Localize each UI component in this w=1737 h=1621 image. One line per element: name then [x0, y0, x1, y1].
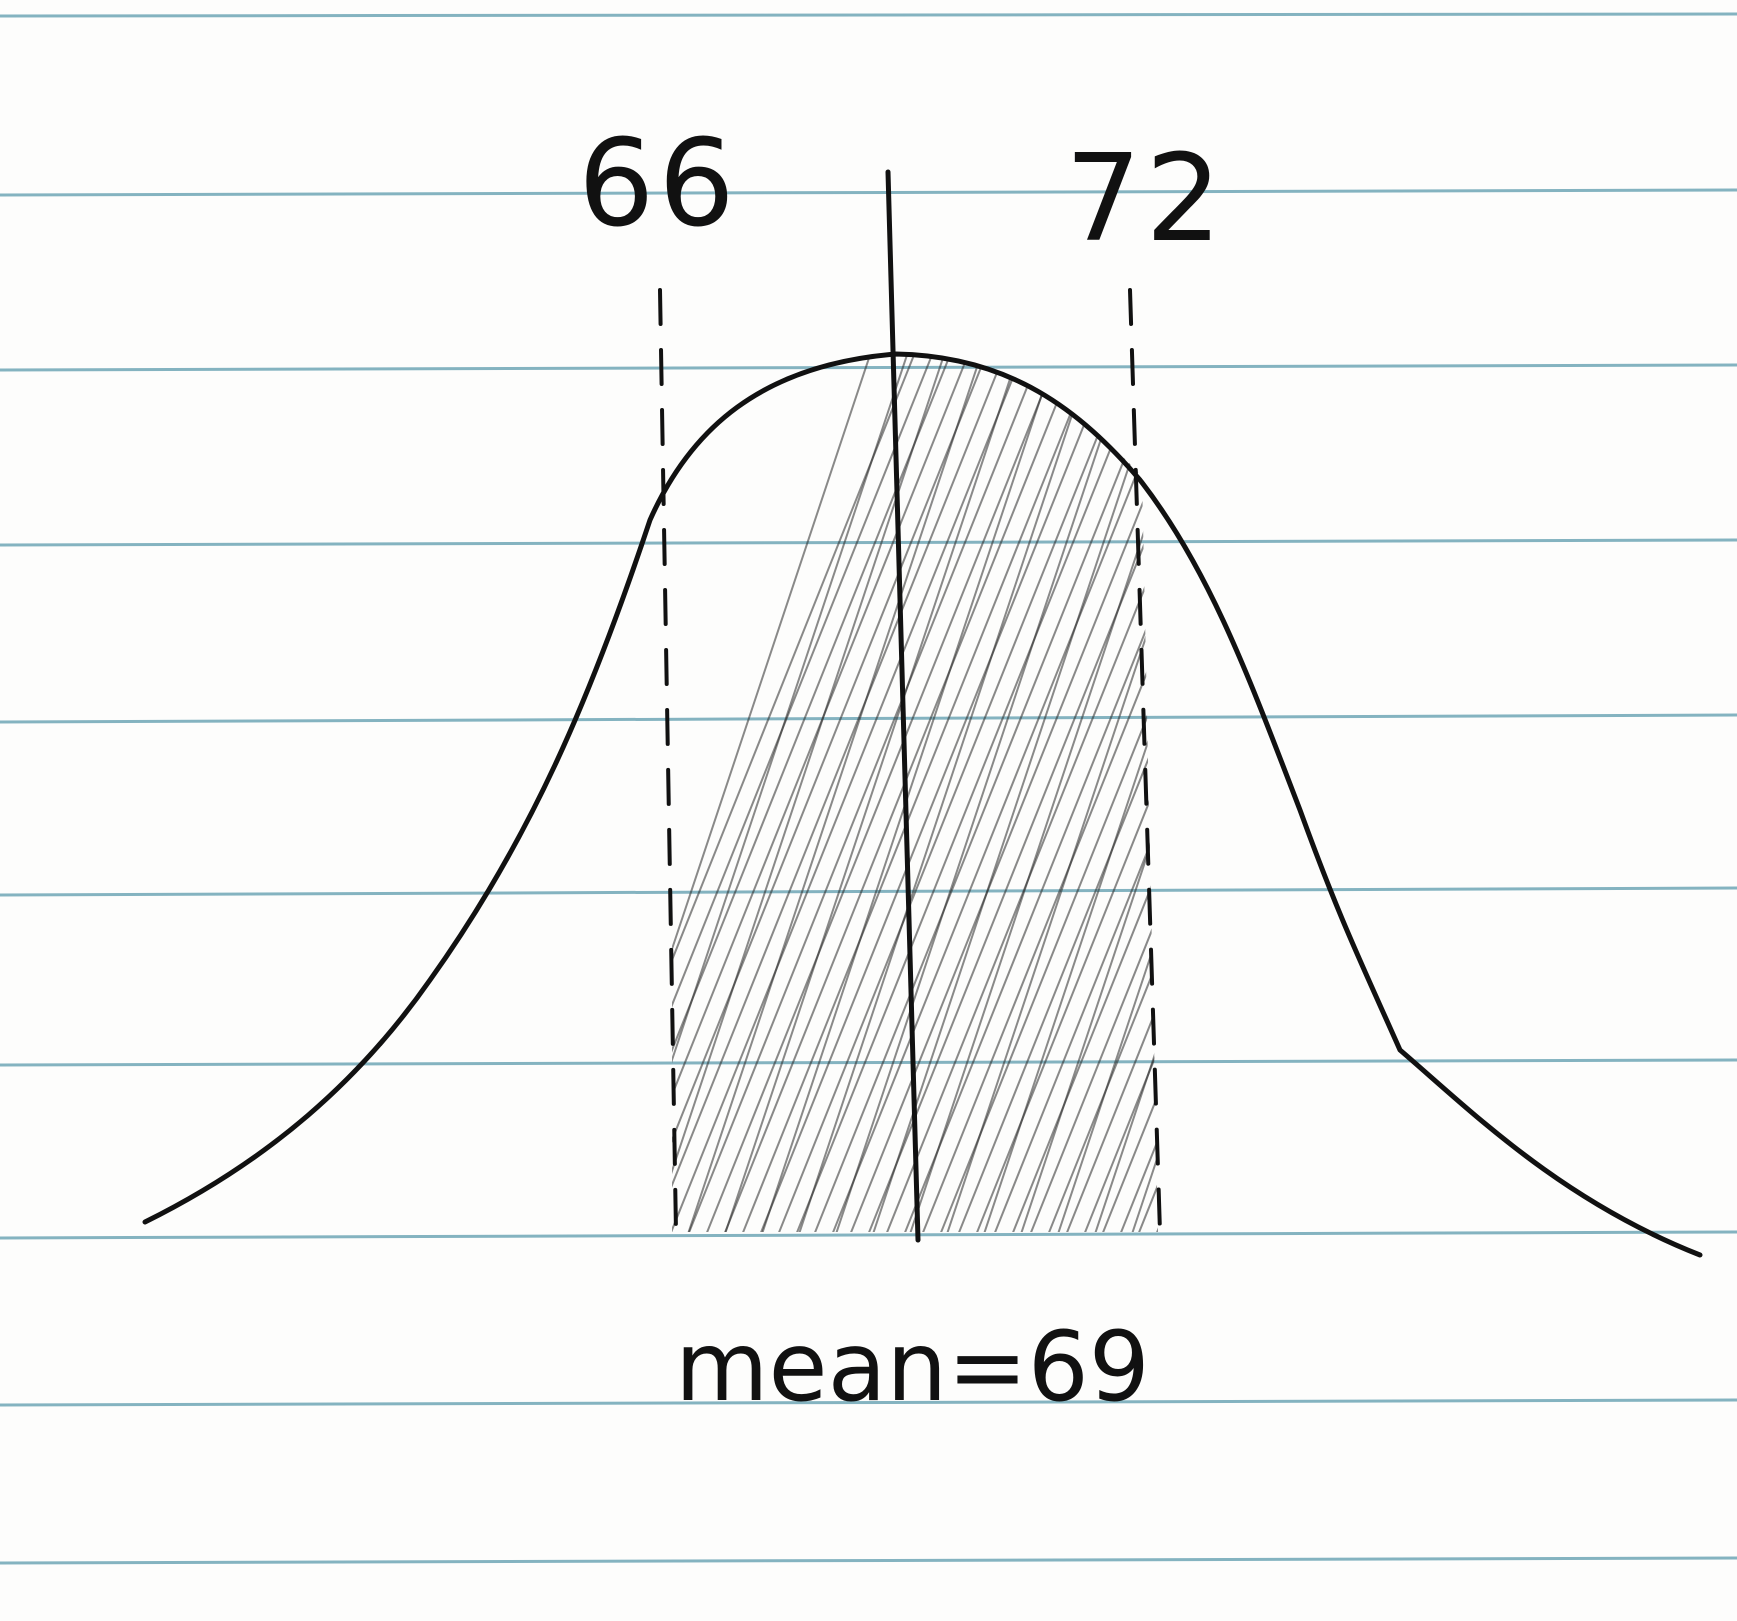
hatch-stroke — [1204, 340, 1504, 1240]
shaded-region — [672, 340, 1737, 1240]
hatch-stroke — [672, 354, 921, 1232]
hatch-stroke — [1244, 340, 1604, 1240]
hatch-stroke — [1370, 340, 1730, 1240]
hatch-stroke — [901, 354, 1158, 1232]
lower-bound-label: 66 — [578, 115, 739, 254]
mean-caption: mean=69 — [675, 1311, 1150, 1423]
rule-line — [0, 1398, 1737, 1407]
hatch-stroke — [672, 354, 939, 1232]
hatch-stroke — [944, 354, 1158, 1232]
hatch-stroke — [981, 354, 1158, 1232]
hatch-stroke — [1129, 354, 1158, 1232]
hatch-stroke — [1117, 354, 1158, 1232]
hatch-stroke — [937, 354, 1158, 1232]
hatch-stroke — [757, 354, 1119, 1232]
hatch-stroke — [796, 354, 1098, 1232]
hatch-stroke — [775, 354, 1137, 1232]
hatch-stroke — [1092, 354, 1158, 1232]
rule-line — [0, 1230, 1737, 1240]
hatch-stroke — [955, 354, 1158, 1232]
hatch-stroke — [1027, 354, 1158, 1232]
rule-line — [0, 363, 1737, 372]
hatch-stroke — [1352, 340, 1712, 1240]
hatch-stroke — [991, 354, 1158, 1232]
hatch-stroke — [1167, 340, 1467, 1240]
ruled-lines — [0, 12, 1737, 1565]
hatch-stroke — [1063, 354, 1158, 1232]
hatch-stroke — [1278, 340, 1578, 1240]
hatch-stroke — [865, 354, 1158, 1232]
hatch-stroke — [672, 354, 993, 1232]
rule-line — [0, 1556, 1737, 1565]
hatch-stroke — [883, 354, 1158, 1232]
hatch-stroke — [672, 354, 1011, 1232]
hatch-stroke — [1055, 354, 1158, 1232]
rule-line — [0, 886, 1737, 897]
hatch-stroke — [1190, 340, 1550, 1240]
hatch-stroke — [1352, 340, 1652, 1240]
hatch-stroke — [703, 354, 1065, 1232]
hatch-stroke — [721, 354, 1083, 1232]
hatch-stroke — [811, 354, 1158, 1232]
hatch-stroke — [1172, 340, 1532, 1240]
hatch-stroke — [870, 354, 1158, 1232]
hatch-stroke — [739, 354, 1101, 1232]
hatch-stroke — [1226, 340, 1586, 1240]
hatch-stroke — [1135, 354, 1158, 1232]
hatch-stroke — [672, 354, 876, 1232]
hatch-stroke — [1208, 340, 1568, 1240]
rule-line — [0, 713, 1737, 724]
hatch-stroke — [685, 354, 1047, 1232]
hatch-stroke — [1316, 340, 1676, 1240]
hatch-stroke — [1018, 354, 1158, 1232]
hatch-stroke — [1298, 340, 1658, 1240]
hatch-stroke — [672, 354, 913, 1232]
hatch-stroke — [1241, 340, 1541, 1240]
hatch-stroke — [1099, 354, 1158, 1232]
hatch-stroke — [1389, 340, 1689, 1240]
lower-bound-line — [658, 288, 678, 1234]
hatch-stroke — [1334, 340, 1694, 1240]
rule-line — [0, 538, 1737, 547]
hatch-stroke — [907, 354, 1158, 1232]
rule-line — [0, 12, 1737, 18]
hatch-stroke — [793, 354, 1155, 1232]
hatch-stroke — [1388, 340, 1737, 1240]
upper-bound-line — [1128, 288, 1162, 1234]
bell-curve — [142, 351, 1703, 1258]
hatch-stroke — [1262, 340, 1622, 1240]
hatch-stroke — [722, 354, 1024, 1232]
hatch-stroke — [672, 354, 1029, 1232]
hatch-stroke — [829, 354, 1158, 1232]
hatch-stroke — [759, 354, 1061, 1232]
upper-bound-label: 72 — [1065, 130, 1226, 269]
mean-line — [885, 169, 921, 1243]
rule-line — [0, 1058, 1737, 1067]
hatch-stroke — [685, 354, 987, 1232]
hatch-stroke — [833, 354, 1135, 1232]
rule-line — [0, 188, 1737, 197]
hatch-stroke — [919, 354, 1158, 1232]
